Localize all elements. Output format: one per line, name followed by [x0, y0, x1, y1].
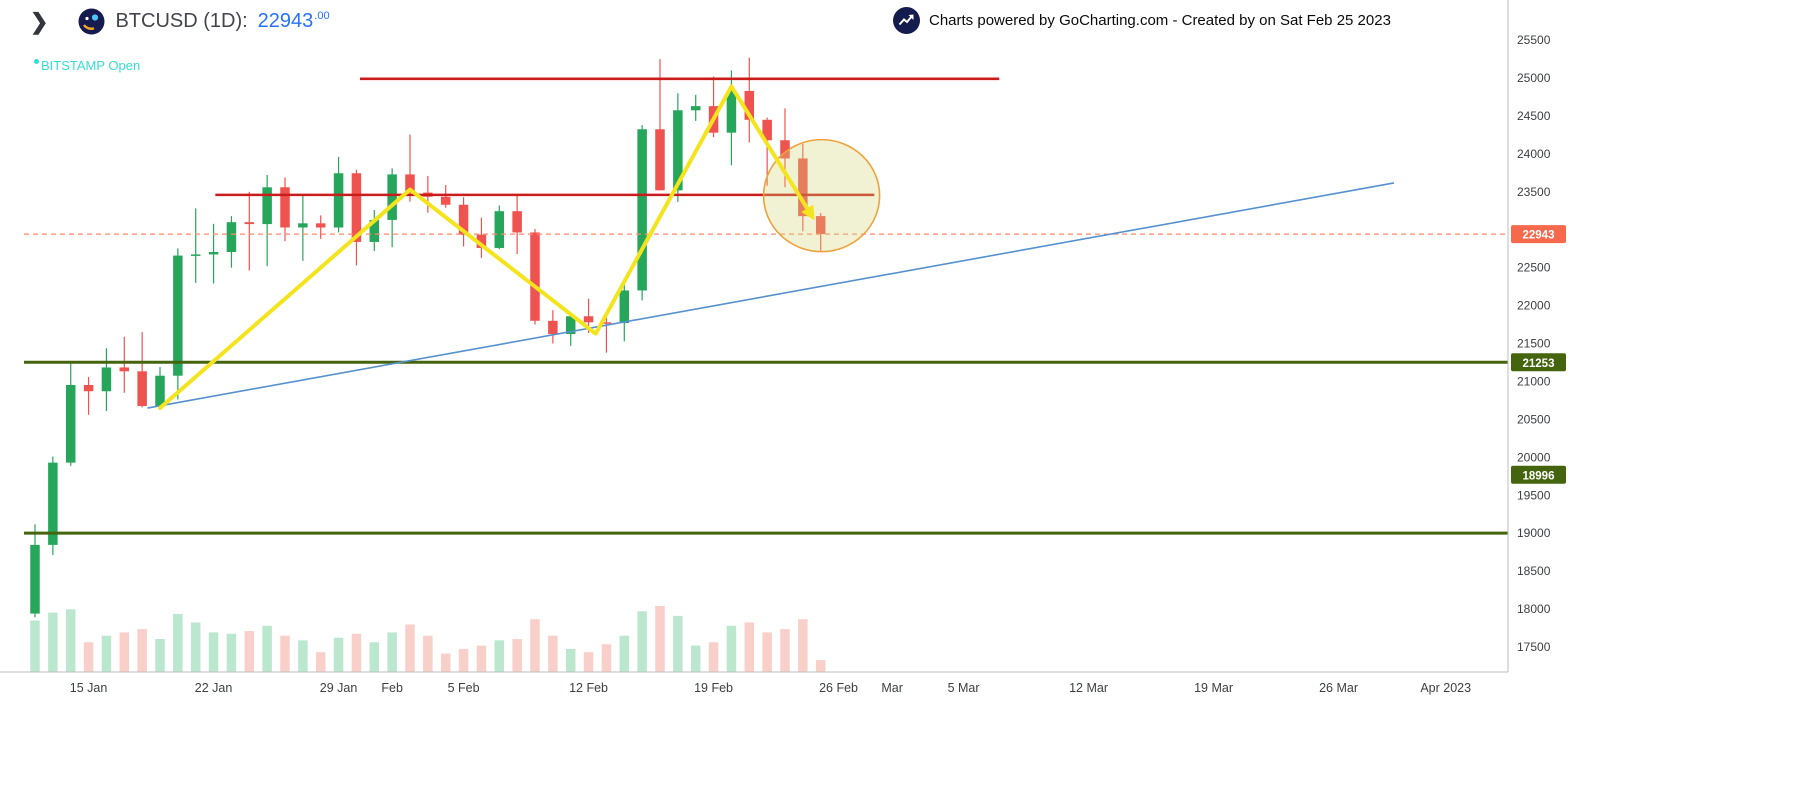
last-price: 22943.00: [258, 10, 330, 33]
y-axis-labels: 2550025000245002400023500230002250022000…: [1517, 33, 1551, 654]
svg-text:25500: 25500: [1517, 33, 1551, 47]
volume-bars: [30, 606, 826, 672]
svg-text:22000: 22000: [1517, 299, 1551, 313]
svg-text:26 Mar: 26 Mar: [1319, 681, 1358, 695]
exchange-status: BITSTAMP Open: [34, 58, 140, 73]
svg-text:19000: 19000: [1517, 526, 1551, 540]
svg-text:18500: 18500: [1517, 564, 1551, 578]
svg-text:24000: 24000: [1517, 147, 1551, 161]
price-badges: 22943 21253 18996: [1511, 225, 1566, 484]
svg-text:26 Feb: 26 Feb: [819, 681, 858, 695]
gocharting-logo-icon: [78, 8, 105, 35]
candles: [30, 57, 826, 618]
svg-text:15 Jan: 15 Jan: [70, 681, 108, 695]
svg-text:23500: 23500: [1517, 185, 1551, 199]
watermark: Charts powered by GoCharting.com - Creat…: [893, 7, 1391, 34]
x-axis-labels: 15 Jan 22 Jan 29 Jan Feb 5 Feb 12 Feb 19 Feb 26…: [70, 681, 1471, 695]
price-badge: [1511, 353, 1566, 372]
svg-text:19 Mar: 19 Mar: [1194, 681, 1233, 695]
highlight-ellipse: [762, 138, 881, 253]
chart-header: ❯ BTCUSD (1D): 22943.00: [30, 8, 330, 35]
svg-text:18000: 18000: [1517, 602, 1551, 616]
svg-text:21000: 21000: [1517, 374, 1551, 388]
svg-text:21253: 21253: [1523, 358, 1555, 370]
svg-text:24500: 24500: [1517, 109, 1551, 123]
svg-text:5 Mar: 5 Mar: [948, 681, 980, 695]
zigzag-annotation: [157, 84, 811, 411]
svg-text:22500: 22500: [1517, 261, 1551, 275]
price-badge: [1511, 465, 1566, 484]
exchange-status-label: BITSTAMP Open: [41, 58, 141, 73]
svg-text:Feb: Feb: [381, 681, 403, 695]
svg-text:17500: 17500: [1517, 640, 1551, 654]
level-lines: [24, 77, 1508, 535]
svg-text:20000: 20000: [1517, 450, 1551, 464]
zigzag-arrowhead: [801, 204, 815, 221]
svg-text:12 Mar: 12 Mar: [1069, 681, 1108, 695]
svg-text:22 Jan: 22 Jan: [195, 681, 233, 695]
watermark-text: Charts powered by GoCharting.com - Creat…: [929, 12, 1391, 29]
svg-text:25000: 25000: [1517, 71, 1551, 85]
svg-text:Apr 2023: Apr 2023: [1420, 681, 1471, 695]
trendline: [147, 182, 1395, 409]
svg-text:21500: 21500: [1517, 337, 1551, 351]
svg-text:20500: 20500: [1517, 412, 1551, 426]
price-badge: [1511, 225, 1566, 244]
svg-text:29 Jan: 29 Jan: [320, 681, 358, 695]
last-price-main: 22943: [257, 10, 314, 32]
last-price-decimals: .00: [314, 10, 330, 23]
svg-text:5 Feb: 5 Feb: [448, 681, 480, 695]
svg-text:19 Feb: 19 Feb: [694, 681, 733, 695]
symbol-title: BTCUSD (1D):: [115, 10, 248, 32]
svg-text:19500: 19500: [1517, 488, 1551, 502]
status-dot-icon: [34, 59, 39, 64]
svg-text:18996: 18996: [1523, 470, 1555, 482]
svg-text:Mar: Mar: [881, 681, 903, 695]
chart-line-icon: [893, 7, 920, 34]
svg-text:22943: 22943: [1523, 230, 1555, 242]
expand-sidebar-chevron-icon[interactable]: ❯: [30, 9, 49, 34]
svg-text:12 Feb: 12 Feb: [569, 681, 608, 695]
